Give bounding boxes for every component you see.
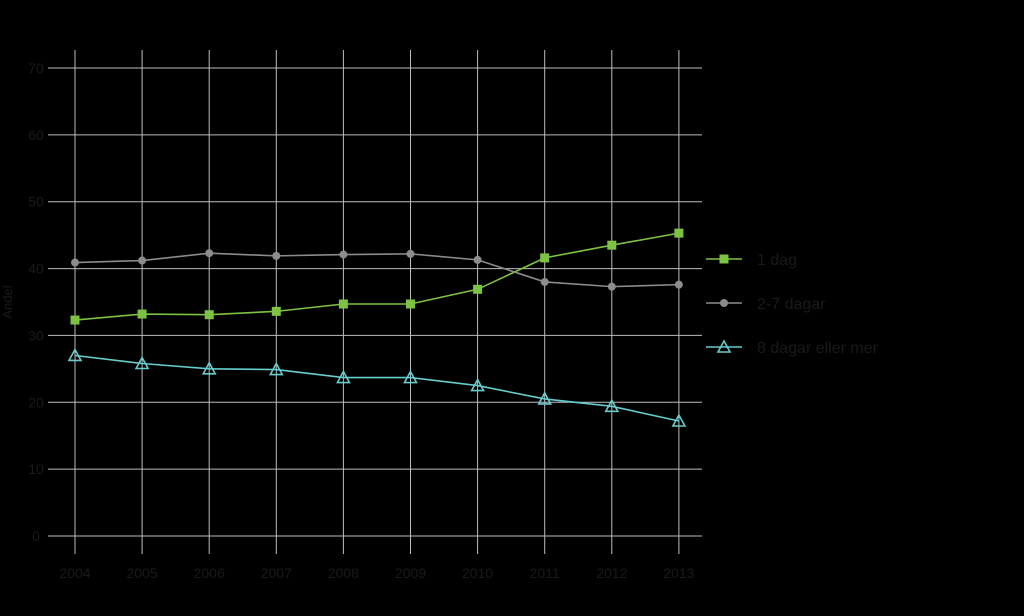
series-1 (70, 228, 684, 325)
x-tick-label: 2004 (59, 565, 90, 581)
y-axis-title: Andel (0, 285, 15, 318)
data-point (339, 250, 348, 259)
legend-marker (716, 339, 732, 353)
data-point (607, 240, 617, 250)
y-tick-label: 10 (28, 461, 44, 477)
data-point (134, 355, 150, 370)
series-line (74, 232, 680, 321)
x-tick-label: 2005 (127, 565, 158, 581)
data-point (406, 299, 415, 309)
series-lines (67, 228, 687, 427)
data-point (473, 255, 482, 264)
series-3 (67, 347, 687, 427)
data-point (205, 249, 214, 258)
data-point (271, 306, 281, 316)
x-axis-tick-labels: 2004 2005 2006 2007 2008 2009 2010 2011 2012 2013 (59, 565, 694, 581)
data-point (138, 256, 147, 265)
data-point (540, 277, 549, 286)
legend: 1 dag 2-7 dagar 8 dagar eller mer (706, 252, 879, 357)
data-point (674, 228, 684, 238)
data-point (406, 249, 415, 258)
data-point (336, 369, 351, 384)
y-tick-label: 60 (28, 127, 44, 143)
data-point (537, 391, 553, 405)
data-point (540, 253, 550, 263)
legend-label: 1 dag (757, 252, 797, 269)
legend-marker (720, 299, 728, 307)
x-tick-label: 2010 (462, 565, 493, 581)
x-tick-label: 2007 (261, 565, 292, 581)
y-tick-label: 40 (28, 261, 44, 277)
data-point (403, 369, 418, 384)
series-line (74, 252, 679, 288)
y-tick-label: 20 (28, 394, 44, 410)
data-point (137, 309, 147, 319)
x-tick-label: 2012 (596, 565, 627, 581)
data-point (272, 251, 281, 260)
data-point (338, 299, 348, 309)
data-point (473, 284, 483, 294)
data-point (204, 310, 214, 320)
x-tick-label: 2011 (530, 565, 560, 581)
data-point (70, 315, 80, 325)
x-tick-label: 2008 (328, 565, 359, 581)
series-2 (71, 249, 683, 291)
y-tick-label: 0 (32, 528, 40, 544)
legend-item: 8 dagar eller mer (706, 339, 879, 357)
y-tick-label: 50 (28, 194, 44, 210)
x-tick-label: 2009 (395, 565, 426, 581)
y-tick-label: 70 (28, 60, 44, 76)
legend-item: 2-7 dagar (706, 296, 826, 313)
data-point (671, 413, 687, 427)
y-axis-tick-labels: 0 10 20 30 40 50 60 70 (28, 60, 44, 544)
data-point (268, 361, 284, 376)
series-line (74, 354, 680, 422)
legend-label: 2-7 dagar (757, 296, 826, 313)
y-tick-label: 30 (28, 327, 44, 343)
x-tick-label: 2013 (663, 565, 694, 581)
gridlines (48, 50, 702, 554)
legend-item: 1 dag (706, 252, 797, 269)
x-tick-label: 2006 (194, 565, 225, 581)
data-point (604, 398, 620, 413)
data-point (67, 347, 83, 362)
data-point (470, 377, 485, 392)
legend-marker (719, 254, 729, 264)
data-point (201, 361, 217, 375)
data-point (674, 280, 683, 289)
data-point (71, 258, 79, 267)
legend-label: 8 dagar eller mer (757, 340, 879, 357)
data-point (607, 282, 616, 291)
